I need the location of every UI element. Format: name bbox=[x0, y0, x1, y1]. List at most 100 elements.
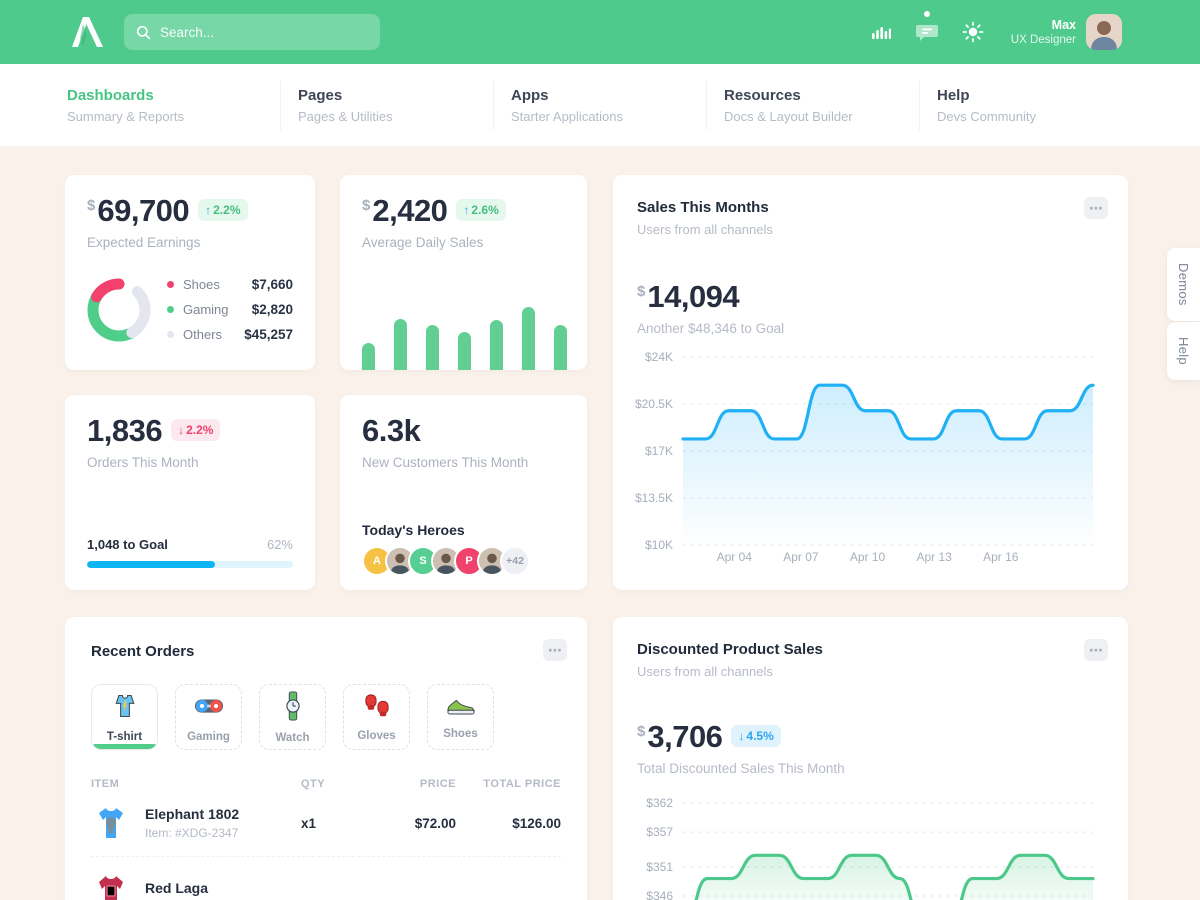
sales-card-subtitle: Users from all channels bbox=[637, 222, 773, 237]
earnings-legend: Shoes $7,660 Gaming $2,820 Others $45,257 bbox=[167, 272, 293, 347]
orders-table-header: ITEM QTY PRICE TOTAL PRICE bbox=[91, 778, 561, 790]
discount-line-chart: $362 $357 $351 $346 bbox=[646, 796, 1095, 900]
order-price: $72.00 bbox=[414, 815, 456, 831]
arrow-up-icon: ↑ bbox=[205, 203, 212, 217]
discount-value: 3,706 bbox=[647, 719, 723, 754]
order-item-meta: Red Laga bbox=[145, 880, 208, 900]
legend-name: Gaming bbox=[183, 302, 229, 317]
discount-card-subtitle: Users from all channels bbox=[637, 664, 773, 679]
customers-label: New Customers This Month bbox=[362, 455, 529, 470]
messages-icon[interactable] bbox=[915, 11, 939, 44]
search-icon bbox=[136, 25, 151, 39]
series-line bbox=[694, 853, 1095, 900]
recent-orders-title: Recent Orders bbox=[91, 643, 195, 660]
header-toolbar: Max UX Designer bbox=[847, 11, 1122, 50]
currency-symbol: $ bbox=[87, 197, 96, 214]
hero-avatar-photo[interactable] bbox=[477, 546, 507, 576]
category-tab-watch[interactable]: Watch bbox=[259, 684, 326, 750]
earnings-delta-badge: ↑ 2.2% bbox=[198, 199, 248, 221]
more-options-icon[interactable]: ⋯ bbox=[543, 639, 567, 661]
heroes-title: Today's Heroes bbox=[362, 522, 465, 538]
more-options-icon[interactable]: ⋯ bbox=[1084, 639, 1108, 661]
area-fill bbox=[683, 385, 1093, 579]
nav-item-dashboards[interactable]: Dashboards Summary & Reports bbox=[67, 81, 280, 130]
arrow-down-icon: ↓ bbox=[738, 729, 745, 743]
user-menu[interactable]: Max UX Designer bbox=[1011, 14, 1122, 50]
customers-value: 6.3k bbox=[362, 413, 421, 448]
hero-avatar-+42[interactable]: +42 bbox=[500, 546, 530, 576]
nav-item-subtitle: Summary & Reports bbox=[67, 108, 185, 124]
nav-item-title: Pages bbox=[298, 86, 343, 104]
expected-earnings-card: $ 69,700 ↑ 2.2% Expected Earnings Shoes $7… bbox=[65, 175, 315, 370]
x-axis-label: Apr 07 bbox=[783, 550, 819, 564]
tshirt-icon bbox=[111, 692, 139, 725]
table-row[interactable]: Red Laga bbox=[91, 856, 561, 900]
more-options-icon[interactable]: ⋯ bbox=[1084, 197, 1108, 219]
daily-bar-6 bbox=[554, 325, 567, 370]
y-axis-label: $13.5K bbox=[635, 491, 673, 505]
legend-name: Others bbox=[183, 327, 223, 342]
table-header-total-price: TOTAL PRICE bbox=[483, 778, 561, 790]
table-header-item: ITEM bbox=[91, 778, 120, 790]
active-tab-indicator bbox=[92, 744, 157, 749]
earnings-donut-chart bbox=[87, 278, 151, 341]
daily-bar-1 bbox=[394, 319, 407, 370]
order-item-name: Elephant 1802 bbox=[145, 806, 240, 822]
daily-delta-badge: ↑ 2.6% bbox=[456, 199, 506, 221]
category-label: Gaming bbox=[187, 730, 230, 743]
sales-card-title: Sales This Months bbox=[637, 199, 769, 216]
search-input[interactable] bbox=[160, 24, 360, 40]
table-header-price: PRICE bbox=[419, 778, 456, 790]
nav-item-pages[interactable]: Pages Pages & Utilities bbox=[280, 80, 493, 130]
table-row[interactable]: Elephant 1802 Item: #XDG-2347 x1 $72.00 $126… bbox=[91, 790, 561, 856]
y-axis-label: $24K bbox=[645, 350, 673, 364]
light-mode-icon[interactable] bbox=[961, 20, 985, 44]
order-item-cell: Elephant 1802 Item: #XDG-2347 bbox=[91, 803, 301, 843]
delta-value: 4.5% bbox=[746, 729, 774, 743]
orders-table-body: Elephant 1802 Item: #XDG-2347 x1 $72.00 $126… bbox=[91, 790, 561, 900]
orders-delta-badge: ↓ 2.2% bbox=[171, 419, 221, 441]
category-tab-t-shirt[interactable]: T-shirt bbox=[91, 684, 158, 750]
donut-segment-gaming bbox=[87, 278, 151, 341]
sales-goal-note: Another $48,346 to Goal bbox=[637, 321, 785, 336]
discount-label: Total Discounted Sales This Month bbox=[637, 761, 845, 776]
category-label: Shoes bbox=[443, 727, 478, 740]
app-logo-icon[interactable] bbox=[66, 14, 110, 50]
legend-row-gaming: Gaming $2,820 bbox=[167, 297, 293, 322]
discount-delta-badge: ↓ 4.5% bbox=[731, 725, 781, 747]
nav-item-subtitle: Docs & Layout Builder bbox=[724, 108, 853, 124]
nav-item-resources[interactable]: Resources Docs & Layout Builder bbox=[706, 80, 919, 130]
nav-item-title: Help bbox=[937, 86, 970, 104]
watch-icon bbox=[285, 690, 301, 726]
earnings-value: 69,700 bbox=[97, 193, 190, 228]
heroes-avatar-group: A S P +42 bbox=[362, 546, 530, 576]
category-tab-gloves[interactable]: Gloves bbox=[343, 684, 410, 750]
category-tab-gaming[interactable]: Gaming bbox=[175, 684, 242, 750]
new-customers-card: 6.3k New Customers This Month Today's He… bbox=[340, 395, 587, 590]
search-box[interactable] bbox=[124, 14, 380, 50]
notification-dot bbox=[923, 11, 930, 17]
donut-segment-shoes bbox=[87, 278, 151, 341]
y-axis-label: $17K bbox=[645, 444, 673, 458]
side-tab-demos[interactable]: Demos bbox=[1167, 248, 1200, 321]
orders-progress-fill bbox=[87, 561, 215, 568]
user-avatar[interactable] bbox=[1086, 14, 1122, 50]
daily-sales-bar-chart bbox=[362, 300, 567, 370]
recent-orders-card: Recent Orders ⋯ T-shirt Gaming Watch Gloves… bbox=[65, 617, 587, 900]
nav-item-title: Resources bbox=[724, 86, 801, 104]
x-axis-label: Apr 04 bbox=[717, 550, 753, 564]
x-axis-label: Apr 16 bbox=[983, 550, 1019, 564]
nav-item-help[interactable]: Help Devs Community bbox=[919, 80, 1132, 130]
bar-chart-icon[interactable] bbox=[869, 20, 893, 44]
nav-item-subtitle: Pages & Utilities bbox=[298, 108, 393, 124]
nav-item-apps[interactable]: Apps Starter Applications bbox=[493, 80, 706, 130]
order-total-price: $126.00 bbox=[512, 815, 561, 831]
side-tab-help[interactable]: Help bbox=[1167, 322, 1200, 380]
discounted-product-sales-card: Discounted Product Sales Users from all … bbox=[613, 617, 1128, 900]
currency-symbol: $ bbox=[637, 283, 646, 300]
category-tab-shoes[interactable]: Shoes bbox=[427, 684, 494, 750]
nav-item-subtitle: Starter Applications bbox=[511, 108, 624, 124]
order-item-meta: Elephant 1802 Item: #XDG-2347 bbox=[145, 806, 239, 840]
main-nav: Dashboards Summary & Reports Pages Pages & … bbox=[0, 64, 1200, 146]
